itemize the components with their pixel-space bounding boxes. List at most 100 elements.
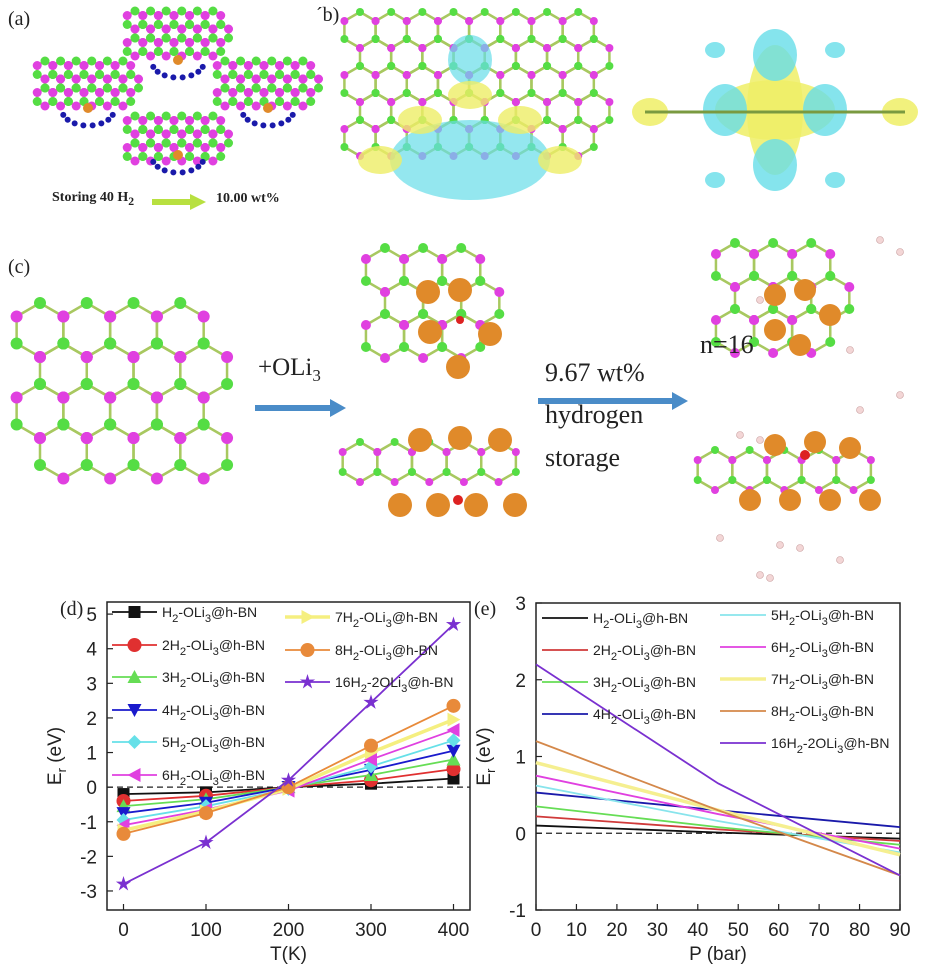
- nitrogen-atom: [200, 20, 210, 29]
- series-5: [535, 614, 901, 854]
- boron-atom: [465, 17, 474, 25]
- boron-atom: [418, 44, 427, 52]
- nitrogen-atom: [34, 297, 46, 309]
- boron-atom: [192, 24, 202, 34]
- charge-density-loss: [803, 84, 847, 136]
- legend-marker: [128, 606, 141, 618]
- boron-atom: [399, 254, 410, 264]
- nitrogen-atom: [208, 111, 218, 121]
- boron-atom: [138, 116, 148, 125]
- boron-atom: [290, 88, 300, 97]
- panel-a-label: (a): [8, 8, 31, 30]
- charge-density-loss: [825, 42, 845, 58]
- legend-label: 5H2-OLi3@h-BN: [771, 607, 874, 628]
- boron-atom: [146, 51, 156, 61]
- boron-atom: [197, 391, 210, 404]
- nitrogen-atom: [95, 97, 105, 106]
- boron-atom: [34, 351, 46, 363]
- boron-atom: [118, 74, 128, 84]
- boron-atom: [290, 61, 300, 70]
- boron-atom: [79, 88, 89, 97]
- hydrogen-atom: [150, 158, 157, 165]
- charge-density-loss: [825, 172, 845, 188]
- lithium-atom: [173, 150, 183, 160]
- nitrogen-atom: [728, 476, 737, 484]
- hydrogen-atom: [154, 68, 161, 75]
- hydrogen-atom: [278, 120, 285, 127]
- n-label: n=16: [700, 330, 754, 359]
- boron-atom: [102, 74, 112, 84]
- nitrogen-atom: [200, 47, 210, 56]
- nitrogen-atom: [433, 35, 442, 43]
- nitrogen-atom: [138, 20, 148, 29]
- nitrogen-atom: [192, 6, 202, 16]
- boron-atom: [360, 320, 371, 330]
- boron-atom: [220, 101, 230, 111]
- boron-atom: [130, 156, 140, 166]
- boron-atom: [243, 61, 253, 70]
- boron-atom: [418, 98, 427, 106]
- nitrogen-atom: [174, 297, 187, 309]
- nitrogen-atom: [371, 35, 380, 43]
- y-tick-label: 2: [86, 709, 97, 730]
- nitrogen-atom: [185, 20, 195, 29]
- boron-atom: [340, 125, 349, 133]
- boron-atom: [236, 74, 246, 84]
- y-tick-label: 1: [86, 744, 97, 765]
- hydrogen-atom: [251, 120, 258, 127]
- boron-atom: [104, 391, 117, 404]
- boron-atom: [169, 143, 179, 152]
- data-point: [446, 733, 461, 748]
- nitrogen-atom: [371, 89, 380, 97]
- boron-atom: [197, 310, 210, 323]
- lithium-atom: [83, 103, 93, 113]
- boron-atom: [127, 351, 140, 363]
- lithium-atom: [478, 322, 502, 346]
- boron-atom: [306, 61, 316, 70]
- boron-atom: [57, 391, 70, 404]
- nitrogen-atom: [475, 276, 486, 286]
- boron-atom: [371, 71, 380, 79]
- legend-label: 7H2-OLi3@h-BN: [771, 671, 874, 692]
- nitrogen-atom: [153, 20, 163, 29]
- oxygen-atom: [453, 495, 463, 505]
- boron-atom: [200, 143, 210, 152]
- nitrogen-atom: [153, 125, 163, 134]
- nitrogen-atom: [844, 304, 855, 314]
- nitrogen-atom: [387, 62, 396, 70]
- boron-atom: [104, 310, 117, 323]
- nitrogen-atom: [243, 97, 253, 106]
- hydrogen-atom: [179, 169, 186, 176]
- nitrogen-atom: [314, 83, 324, 93]
- nitrogen-atom: [146, 138, 156, 148]
- nitrogen-atom: [437, 342, 448, 352]
- boron-atom: [95, 88, 105, 97]
- nitrogen-atom: [387, 116, 396, 124]
- h2-molecule-atom: [836, 556, 844, 564]
- nitrogen-atom: [511, 468, 520, 476]
- boron-atom: [340, 71, 349, 79]
- nitrogen-atom: [825, 337, 836, 347]
- lithium-atom: [448, 426, 472, 450]
- nitrogen-atom: [380, 309, 390, 319]
- nitrogen-atom: [340, 143, 349, 151]
- nitrogen-atom: [169, 20, 179, 29]
- nitrogen-atom: [251, 83, 261, 93]
- charge-density-gain: [398, 106, 442, 134]
- boron-atom: [437, 254, 448, 264]
- nitrogen-atom: [216, 47, 226, 56]
- nitrogen-atom: [797, 476, 806, 484]
- boron-atom: [221, 432, 234, 444]
- nitrogen-atom: [496, 35, 505, 43]
- nitrogen-atom: [177, 6, 187, 16]
- x-tick-label: 80: [849, 920, 870, 941]
- boron-atom: [844, 282, 855, 292]
- nitrogen-atom: [169, 125, 179, 134]
- legend-label: 7H2-OLi3@h-BN: [335, 609, 438, 630]
- boron-atom: [477, 448, 486, 456]
- y-axis-label: Er (eV): [45, 727, 69, 785]
- lithium-atom: [418, 320, 442, 344]
- h2-molecule-atom: [756, 296, 764, 304]
- hydrogen-atom: [161, 72, 168, 79]
